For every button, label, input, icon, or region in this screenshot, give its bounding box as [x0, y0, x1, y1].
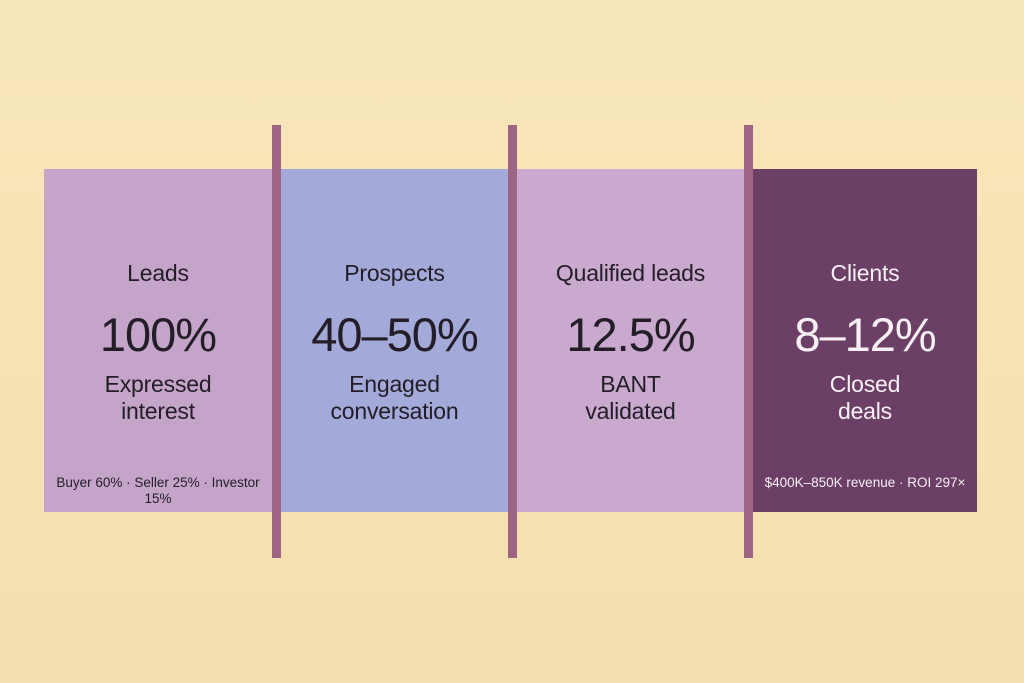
stage-divider	[272, 125, 281, 558]
funnel-stage-leads: Leads 100% Expressed interest Buyer 60% …	[44, 169, 272, 512]
stage-divider	[744, 125, 753, 558]
funnel-stage-prospects: Prospects 40–50% Engaged conversation	[281, 169, 508, 512]
funnel-stage-clients: Clients 8–12% Closed deals $400K–850K re…	[753, 169, 977, 512]
stage-description: BANT validated	[585, 371, 676, 424]
stage-note: $400K–850K revenue · ROI 297×	[764, 475, 966, 490]
stage-description: Closed deals	[829, 371, 901, 424]
stage-value: 12.5%	[566, 308, 695, 361]
stage-label: Qualified leads	[555, 260, 706, 286]
stage-note: Buyer 60% · Seller 25% · Investor 15%	[56, 475, 260, 506]
stage-label: Clients	[830, 260, 900, 286]
stage-label: Leads	[127, 260, 189, 286]
stage-value: 40–50%	[311, 308, 479, 361]
stage-description: Expressed interest	[104, 371, 212, 424]
funnel-stage-qualified-leads: Qualified leads 12.5% BANT validated	[517, 169, 744, 512]
stage-label: Prospects	[344, 260, 445, 286]
stage-value: 100%	[99, 308, 217, 361]
stage-divider	[508, 125, 517, 558]
stage-value: 8–12%	[794, 308, 936, 361]
stage-description: Engaged conversation	[330, 371, 459, 424]
